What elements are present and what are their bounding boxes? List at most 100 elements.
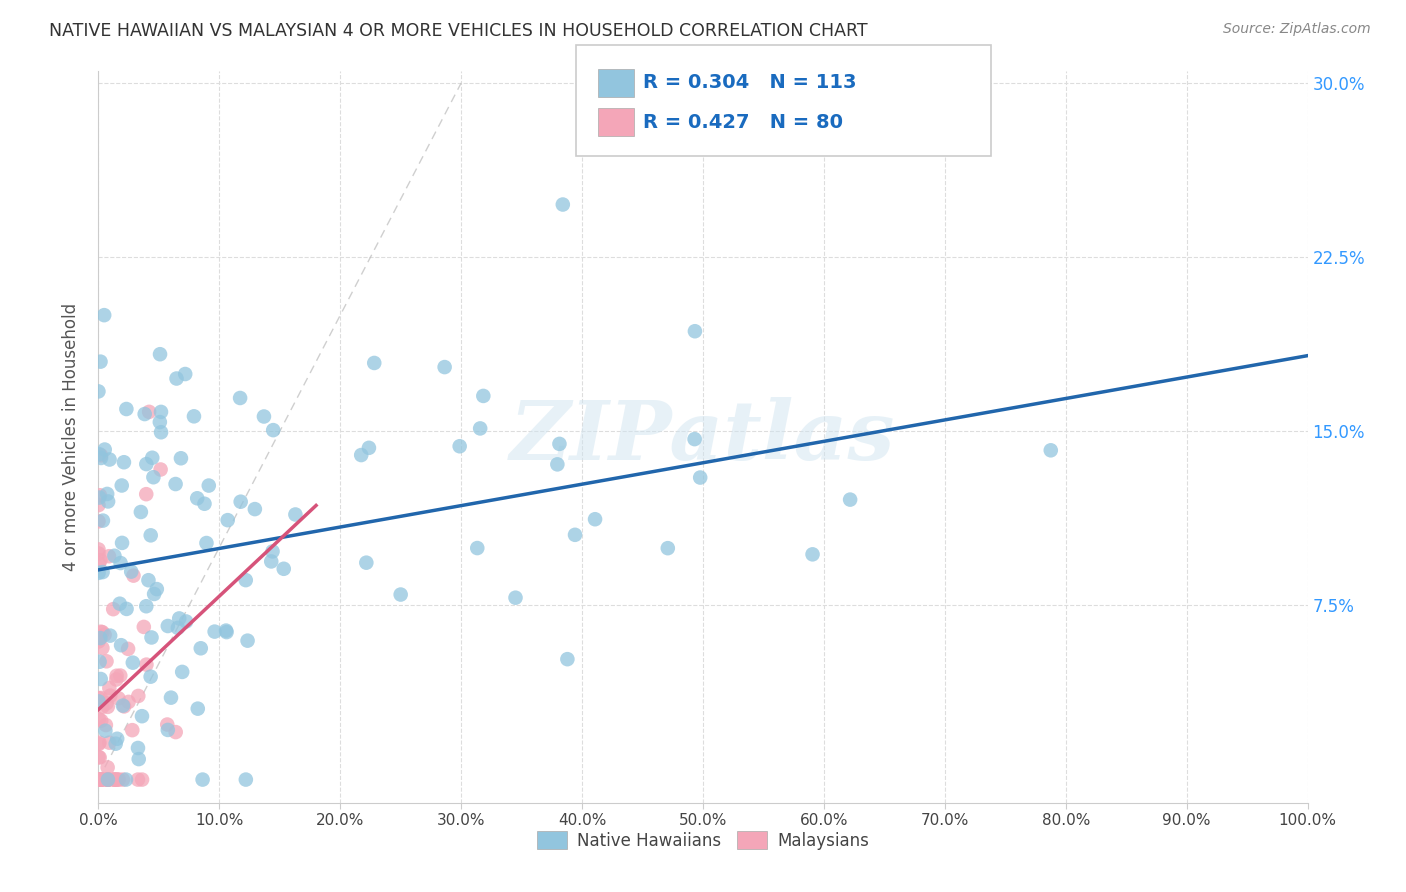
Point <box>142 470 165 484</box>
Point <box>472 389 495 403</box>
Point <box>91 772 114 787</box>
Point <box>284 508 307 522</box>
Point <box>89 491 111 505</box>
Point <box>90 624 112 639</box>
Point <box>93 442 115 457</box>
Point <box>94 718 117 732</box>
Point <box>235 772 257 787</box>
Point <box>90 448 112 462</box>
Point <box>149 462 172 476</box>
Point <box>134 407 156 421</box>
Point <box>273 562 295 576</box>
Point <box>389 588 412 602</box>
Point <box>103 549 125 563</box>
Point <box>90 450 112 465</box>
Point <box>103 772 125 787</box>
Point <box>97 772 120 787</box>
Point <box>156 619 179 633</box>
Point <box>110 638 132 652</box>
Point <box>135 599 157 614</box>
Point <box>150 425 173 440</box>
Point <box>195 536 218 550</box>
Point <box>87 772 110 787</box>
Point <box>170 451 193 466</box>
Point <box>117 695 139 709</box>
Point <box>262 544 284 558</box>
Text: ZIPatlas: ZIPatlas <box>510 397 896 477</box>
Point <box>105 673 128 687</box>
Point <box>551 197 574 211</box>
Point <box>183 409 205 424</box>
Point <box>135 457 157 471</box>
Point <box>110 668 132 682</box>
Point <box>87 772 110 787</box>
Point <box>197 478 219 492</box>
Point <box>89 772 111 787</box>
Point <box>546 458 568 472</box>
Point <box>87 542 110 557</box>
Point <box>122 568 145 582</box>
Point <box>156 717 179 731</box>
Point <box>87 384 110 399</box>
Point <box>149 415 172 429</box>
Point <box>564 528 586 542</box>
Point <box>187 701 209 715</box>
Point <box>193 497 215 511</box>
Point <box>191 772 214 787</box>
Point <box>87 566 110 580</box>
Point <box>657 541 679 556</box>
Point <box>121 656 143 670</box>
Point <box>172 665 194 679</box>
Point <box>98 689 121 703</box>
Point <box>87 750 110 764</box>
Point <box>243 502 266 516</box>
Point <box>217 513 239 527</box>
Point <box>156 723 179 737</box>
Point <box>1039 443 1062 458</box>
Point <box>87 557 110 571</box>
Point <box>253 409 276 424</box>
Point <box>505 591 527 605</box>
Point <box>165 725 187 739</box>
Point <box>89 772 111 787</box>
Point <box>96 487 118 501</box>
Point <box>87 634 110 648</box>
Point <box>96 654 118 668</box>
Point <box>87 772 110 787</box>
Text: Source: ZipAtlas.com: Source: ZipAtlas.com <box>1223 22 1371 37</box>
Point <box>150 405 173 419</box>
Point <box>138 405 160 419</box>
Point <box>87 694 110 708</box>
Point <box>683 432 706 446</box>
Point <box>89 736 111 750</box>
Point <box>97 772 120 787</box>
Point <box>135 487 157 501</box>
Point <box>449 439 471 453</box>
Point <box>103 772 125 787</box>
Point <box>235 573 257 587</box>
Point <box>801 547 824 561</box>
Point <box>107 772 129 787</box>
Point <box>87 772 110 787</box>
Point <box>96 696 118 710</box>
Point <box>91 625 114 640</box>
Point <box>363 356 385 370</box>
Point <box>548 437 571 451</box>
Point <box>105 669 128 683</box>
Point <box>127 772 149 787</box>
Point <box>160 690 183 705</box>
Point <box>91 640 114 655</box>
Point <box>89 354 111 368</box>
Point <box>115 402 138 417</box>
Point <box>91 700 114 714</box>
Point <box>139 528 162 542</box>
Point <box>112 455 135 469</box>
Point <box>98 736 121 750</box>
Point <box>141 450 163 465</box>
Point <box>132 620 155 634</box>
Point <box>204 624 226 639</box>
Point <box>129 505 152 519</box>
Point <box>107 691 129 706</box>
Point <box>87 737 110 751</box>
Point <box>89 447 111 461</box>
